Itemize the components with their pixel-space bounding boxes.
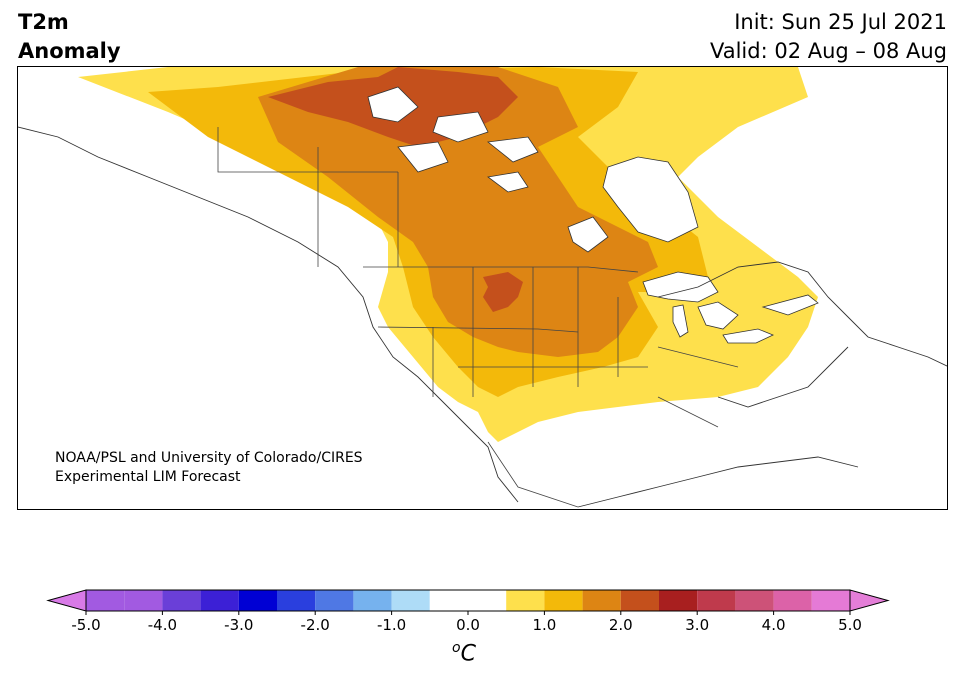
colorbar-tick-label: -5.0 xyxy=(71,616,100,634)
colorbar-bin xyxy=(315,590,354,611)
credit-line-1: NOAA/PSL and University of Colorado/CIRE… xyxy=(55,450,363,466)
colorbar-bin xyxy=(200,590,239,611)
anomaly-region-2-5c-plains xyxy=(483,272,523,312)
colorbar-bin xyxy=(620,590,659,611)
map-canvas xyxy=(18,67,947,508)
colorbar-tick-label: 4.0 xyxy=(762,616,786,634)
colorbar-bin xyxy=(238,590,277,611)
colorbar-bin xyxy=(277,590,316,611)
colorbar-bin xyxy=(506,590,545,611)
anomaly-region-2c xyxy=(258,67,658,357)
political-borders xyxy=(217,127,739,508)
forecast-credit: NOAA/PSL and University of Colorado/CIRE… xyxy=(55,449,363,487)
colorbar-bin xyxy=(659,590,698,611)
lakes xyxy=(487,171,819,344)
colorbar-tick-label: 1.0 xyxy=(532,616,556,634)
title-line-1: T2m xyxy=(18,10,69,34)
colorbar-bin xyxy=(86,590,125,611)
colorbar-bin xyxy=(697,590,736,611)
colorbar-tick-label: -3.0 xyxy=(224,616,253,634)
colorbar-tick-label: 5.0 xyxy=(838,616,862,634)
colorbar-bin xyxy=(544,590,583,611)
colorbar-tick-label: -4.0 xyxy=(148,616,177,634)
colorbar-bin xyxy=(162,590,201,611)
colorbar: -5.0 -4.0 -3.0 -2.0 -1.0 0.0 1.0 2.0 3.0 4.0 5.0 xyxy=(46,589,890,634)
degree-symbol: o xyxy=(452,640,461,656)
colorbar-bin xyxy=(773,590,812,611)
colorbar-tick-label: -1.0 xyxy=(377,616,406,634)
coastline xyxy=(18,126,947,508)
colorbar-tick-label: -2.0 xyxy=(301,616,330,634)
colorbar-bin xyxy=(735,590,774,611)
forecast-dates: Init: Sun 25 Jul 2021 Valid: 02 Aug – 08… xyxy=(710,8,947,66)
unit-letter: C xyxy=(460,641,476,667)
colorbar-bin xyxy=(353,590,392,611)
colorbar-tick-label: 3.0 xyxy=(685,616,709,634)
init-date: Init: Sun 25 Jul 2021 xyxy=(734,10,947,34)
colorbar-bin xyxy=(391,590,430,611)
colorbar-bin xyxy=(124,590,163,611)
colorbar-bin xyxy=(582,590,621,611)
colorbar-unit: oC xyxy=(452,640,476,666)
colorbar-bin xyxy=(811,590,850,611)
colorbar-tick-label: 0.0 xyxy=(456,616,480,634)
credit-line-2: Experimental LIM Forecast xyxy=(55,469,241,485)
map-title: T2m Anomaly xyxy=(18,8,121,66)
valid-date: Valid: 02 Aug – 08 Aug xyxy=(709,39,947,63)
colorbar-extend-max xyxy=(849,589,890,612)
anomaly-map xyxy=(17,66,948,510)
colorbar-bin xyxy=(429,590,507,611)
title-line-2: Anomaly xyxy=(18,39,121,63)
colorbar-tick-label: 2.0 xyxy=(609,616,633,634)
arctic-water xyxy=(367,86,699,243)
colorbar-extend-min xyxy=(46,589,87,612)
